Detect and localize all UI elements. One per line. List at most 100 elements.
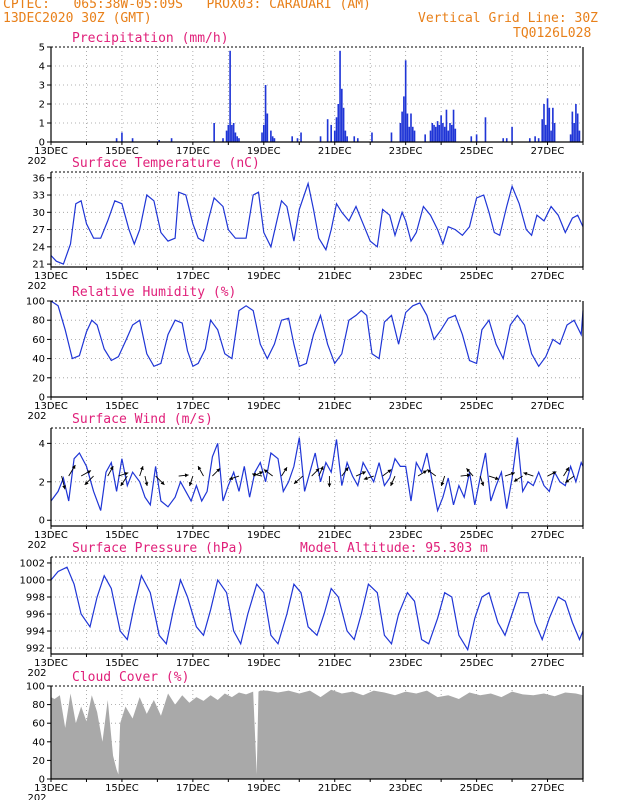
panel-title: Surface Temperature (nC) bbox=[72, 156, 260, 171]
cloud-cover-area bbox=[51, 689, 583, 779]
precip-bar bbox=[270, 130, 272, 142]
series-line bbox=[50, 300, 584, 368]
precip-bar bbox=[431, 123, 434, 142]
x-tick-label: 15DEC bbox=[105, 146, 139, 157]
wind-arrow-head bbox=[140, 466, 144, 471]
x-tick-label: 19DEC bbox=[247, 401, 281, 412]
x-tick-label: 23DEC bbox=[389, 530, 423, 541]
precip-bar bbox=[335, 117, 338, 142]
wind-arrow-head bbox=[144, 482, 149, 486]
wind-arrow-head bbox=[466, 473, 471, 478]
y-tick-label: 4 bbox=[39, 439, 45, 450]
x-tick-label: 23DEC bbox=[389, 783, 423, 794]
precip-bar bbox=[449, 123, 451, 142]
y-tick-label: 0 bbox=[39, 393, 45, 404]
x-tick-label: 25DEC bbox=[460, 401, 494, 412]
precip-bar bbox=[170, 138, 173, 142]
precip-bar bbox=[544, 124, 547, 142]
precip-bar bbox=[505, 138, 508, 142]
wind-arrow-head bbox=[427, 469, 431, 474]
y-tick-label: 0 bbox=[39, 775, 45, 786]
precip-bar bbox=[238, 138, 240, 142]
wind-arrow-head bbox=[184, 473, 189, 478]
y-tick-label: 4 bbox=[39, 62, 45, 73]
precip-bar bbox=[511, 126, 513, 142]
x-tick-label: 27DEC bbox=[531, 146, 565, 157]
x-tick-label: 23DEC bbox=[389, 271, 423, 282]
precip-bar bbox=[537, 138, 540, 142]
precip-bar bbox=[319, 136, 322, 142]
precip-bar bbox=[553, 123, 556, 142]
precip-bar bbox=[442, 123, 444, 142]
precip-bar bbox=[271, 136, 274, 142]
precip-bar bbox=[484, 117, 487, 142]
header-date-line: 13DEC2020 30Z (GMT) bbox=[3, 11, 152, 26]
x-year-label: 202 bbox=[27, 156, 46, 167]
precip-bar bbox=[326, 119, 329, 142]
x-tick-label: 25DEC bbox=[460, 530, 494, 541]
precip-bar bbox=[266, 113, 269, 142]
y-tick-label: 100 bbox=[26, 297, 45, 308]
precip-bar bbox=[470, 136, 473, 142]
precip-bar bbox=[356, 138, 359, 142]
panel-2: Relative Humidity (%) 0 20 40 60 80 100 13DEC 15… bbox=[26, 285, 584, 422]
x-tick-label: 19DEC bbox=[247, 658, 281, 669]
y-tick-label: 30 bbox=[32, 208, 45, 219]
x-tick-label: 17DEC bbox=[176, 146, 210, 157]
precip-bar bbox=[502, 138, 505, 142]
precip-bar bbox=[424, 134, 426, 142]
precip-bar bbox=[440, 115, 442, 142]
y-tick-label: 33 bbox=[32, 191, 45, 202]
precip-bar bbox=[543, 104, 545, 142]
x-tick-label: 17DEC bbox=[176, 783, 210, 794]
x-tick-label: 19DEC bbox=[247, 783, 281, 794]
precip-bar bbox=[344, 130, 347, 142]
x-tick-label: 27DEC bbox=[531, 271, 565, 282]
precip-bar bbox=[550, 130, 552, 142]
y-tick-label: 40 bbox=[32, 354, 45, 365]
wind-arrow-head bbox=[259, 471, 264, 475]
precip-bar bbox=[450, 124, 453, 142]
wind-arrow-head bbox=[466, 468, 471, 473]
panel-title: Precipitation (mm/h) bbox=[72, 31, 229, 46]
x-tick-label: 15DEC bbox=[105, 658, 139, 669]
x-tick-label: 21DEC bbox=[318, 658, 352, 669]
x-tick-label: 13DEC bbox=[34, 658, 68, 669]
precip-bar bbox=[264, 85, 267, 142]
x-tick-label: 25DEC bbox=[460, 783, 494, 794]
precip-bar bbox=[571, 111, 574, 142]
y-tick-label: 40 bbox=[32, 737, 45, 748]
wind-arrow-head bbox=[390, 481, 394, 486]
header-station-line: CPTEC: 065:38W-05:09S PROX03: CARAUARI (… bbox=[3, 0, 371, 12]
series-line bbox=[50, 566, 584, 652]
panel-5: Cloud Cover (%) 0 20 40 60 80 100 13DEC 15DEC 17D… bbox=[26, 670, 584, 800]
y-tick-label: 24 bbox=[32, 242, 45, 253]
precip-bar bbox=[234, 132, 237, 142]
wind-arrow-head bbox=[363, 476, 368, 481]
panel-title: Surface Wind (m/s) bbox=[72, 412, 213, 427]
precip-bar bbox=[576, 113, 579, 142]
precip-bar bbox=[575, 104, 577, 142]
precip-bar bbox=[413, 130, 416, 142]
precip-bar bbox=[569, 134, 572, 142]
x-tick-label: 27DEC bbox=[531, 658, 565, 669]
precip-bar bbox=[342, 107, 345, 142]
precip-bar bbox=[231, 124, 233, 142]
x-tick-label: 15DEC bbox=[105, 783, 139, 794]
precip-bar bbox=[404, 60, 407, 142]
x-tick-label: 15DEC bbox=[105, 401, 139, 412]
wind-arrow-head bbox=[361, 471, 366, 475]
x-tick-label: 25DEC bbox=[460, 658, 494, 669]
precip-bar bbox=[399, 123, 402, 142]
precip-bar bbox=[435, 126, 437, 142]
wind-arrow-head bbox=[71, 465, 76, 470]
precip-bar bbox=[443, 126, 446, 142]
precip-bar bbox=[541, 119, 544, 142]
precip-bar bbox=[410, 113, 412, 142]
precip-bar bbox=[401, 111, 403, 142]
y-tick-label: 36 bbox=[32, 173, 45, 184]
x-year-label: 202 bbox=[27, 793, 46, 800]
precip-bar bbox=[436, 121, 439, 142]
model-altitude-label: Model Altitude: 95.303 m bbox=[300, 541, 488, 556]
wind-arrow-head bbox=[513, 478, 518, 482]
